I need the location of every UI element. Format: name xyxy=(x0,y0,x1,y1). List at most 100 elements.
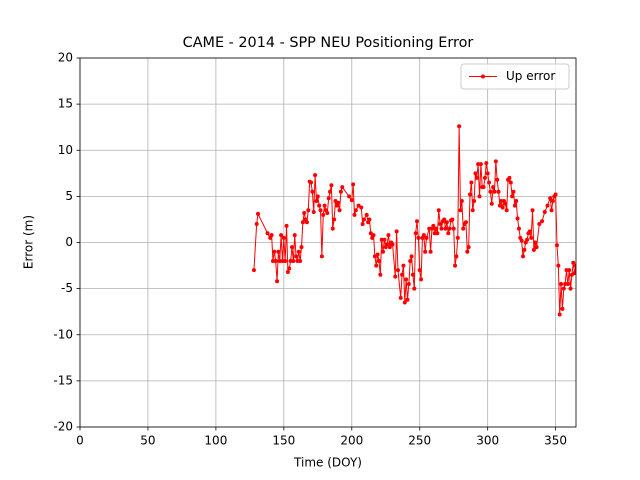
data-point xyxy=(522,247,527,252)
data-point xyxy=(300,220,305,225)
data-point xyxy=(443,226,448,231)
data-point xyxy=(519,238,524,243)
data-point xyxy=(568,286,573,291)
x-tick-label: 0 xyxy=(76,434,84,448)
y-tick-label: -20 xyxy=(53,420,73,434)
data-point xyxy=(319,254,324,259)
data-point xyxy=(567,268,572,273)
data-point xyxy=(285,270,290,275)
data-point xyxy=(381,249,386,254)
data-point xyxy=(521,254,526,259)
data-point xyxy=(314,198,319,203)
data-point xyxy=(386,233,391,238)
data-point xyxy=(306,208,311,213)
data-point xyxy=(525,237,530,242)
x-tick-label: 200 xyxy=(340,434,363,448)
data-point xyxy=(412,286,417,291)
data-point xyxy=(461,226,466,231)
data-point xyxy=(472,198,477,203)
data-point xyxy=(493,159,498,164)
data-point xyxy=(477,194,482,199)
data-point xyxy=(395,268,400,273)
data-point xyxy=(413,231,418,236)
data-point xyxy=(302,210,307,215)
data-point xyxy=(265,231,270,236)
y-tick-label: 0 xyxy=(65,235,73,249)
data-point xyxy=(281,235,286,240)
data-point xyxy=(321,212,326,217)
data-point xyxy=(299,245,304,250)
data-point xyxy=(304,220,309,225)
data-point xyxy=(459,198,464,203)
data-point xyxy=(470,208,475,213)
data-point xyxy=(337,208,342,213)
y-axis-label: Error (m) xyxy=(22,215,36,269)
data-point xyxy=(512,203,517,208)
data-point xyxy=(317,203,322,208)
data-point xyxy=(349,198,354,203)
data-point xyxy=(419,277,424,282)
data-point xyxy=(550,198,555,203)
data-point xyxy=(275,279,280,284)
y-tick-label: -5 xyxy=(61,281,73,295)
data-point xyxy=(347,194,352,199)
data-point xyxy=(424,235,429,240)
data-point xyxy=(469,180,474,185)
data-point xyxy=(416,235,421,240)
series xyxy=(251,124,576,317)
data-point xyxy=(417,268,422,273)
data-point xyxy=(446,231,451,236)
data-point xyxy=(409,254,414,259)
data-point xyxy=(315,194,320,199)
data-point xyxy=(376,258,381,263)
data-point xyxy=(318,208,323,213)
x-tick-label: 350 xyxy=(544,434,567,448)
data-point xyxy=(310,189,315,194)
data-point xyxy=(491,185,496,190)
data-point xyxy=(325,210,330,215)
data-point xyxy=(548,196,553,201)
y-tick-label: -10 xyxy=(53,327,73,341)
data-point xyxy=(289,245,294,250)
data-point xyxy=(296,249,301,254)
data-point xyxy=(530,208,535,213)
data-point xyxy=(256,211,261,216)
data-point xyxy=(375,252,380,257)
data-point xyxy=(276,249,281,254)
data-point xyxy=(390,242,395,247)
data-point xyxy=(435,231,440,236)
data-point xyxy=(269,233,274,238)
data-point xyxy=(415,219,420,224)
y-tick-label: 5 xyxy=(65,189,73,203)
data-point xyxy=(556,263,561,268)
data-point xyxy=(385,242,390,247)
data-point xyxy=(404,277,409,282)
x-axis-label: Time (DOY) xyxy=(293,456,362,470)
data-point xyxy=(451,226,456,231)
data-point xyxy=(330,226,335,231)
data-point xyxy=(540,219,545,224)
data-point xyxy=(454,254,459,259)
data-point xyxy=(283,258,288,263)
data-point xyxy=(515,216,520,221)
data-point xyxy=(529,235,534,240)
legend: Up error xyxy=(460,63,570,90)
data-point xyxy=(542,210,547,215)
data-point xyxy=(408,258,413,263)
x-tick-label: 250 xyxy=(408,434,431,448)
data-point xyxy=(254,222,259,227)
data-point xyxy=(447,226,452,231)
data-point xyxy=(326,196,331,201)
data-point xyxy=(436,208,441,213)
data-point xyxy=(463,220,468,225)
data-point xyxy=(400,272,405,277)
legend-label: Up error xyxy=(506,69,555,83)
data-point xyxy=(559,282,564,287)
data-point xyxy=(336,200,341,205)
data-point xyxy=(500,205,505,210)
data-point xyxy=(439,226,444,231)
x-tick-label: 100 xyxy=(204,434,227,448)
data-point xyxy=(309,180,314,185)
data-point xyxy=(511,189,516,194)
data-point xyxy=(402,300,407,305)
